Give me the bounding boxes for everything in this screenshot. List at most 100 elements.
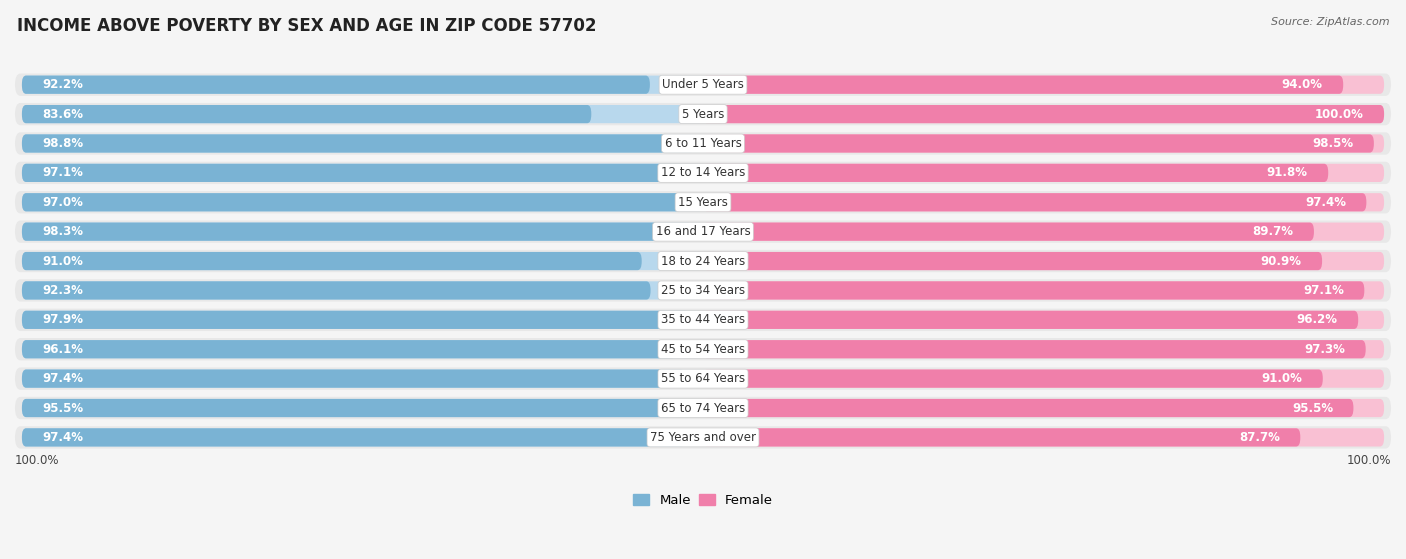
FancyBboxPatch shape (703, 252, 1322, 270)
FancyBboxPatch shape (22, 164, 703, 182)
FancyBboxPatch shape (22, 369, 685, 388)
Text: 98.5%: 98.5% (1312, 137, 1354, 150)
Text: 98.8%: 98.8% (42, 137, 83, 150)
FancyBboxPatch shape (22, 428, 703, 447)
Text: 94.0%: 94.0% (1282, 78, 1323, 91)
FancyBboxPatch shape (22, 164, 683, 182)
Text: 97.4%: 97.4% (42, 372, 83, 385)
FancyBboxPatch shape (703, 399, 1354, 417)
FancyBboxPatch shape (22, 222, 703, 241)
Text: 97.1%: 97.1% (1303, 284, 1344, 297)
FancyBboxPatch shape (15, 397, 1391, 419)
FancyBboxPatch shape (22, 252, 641, 270)
Text: 96.1%: 96.1% (42, 343, 83, 356)
FancyBboxPatch shape (22, 193, 682, 211)
Text: 5 Years: 5 Years (682, 107, 724, 121)
FancyBboxPatch shape (703, 340, 1365, 358)
Text: 97.4%: 97.4% (1305, 196, 1346, 209)
FancyBboxPatch shape (703, 311, 1358, 329)
Text: 92.2%: 92.2% (42, 78, 83, 91)
FancyBboxPatch shape (22, 193, 703, 211)
Text: 97.9%: 97.9% (42, 314, 83, 326)
FancyBboxPatch shape (22, 399, 672, 417)
FancyBboxPatch shape (703, 369, 1384, 388)
Text: 95.5%: 95.5% (1292, 401, 1333, 415)
Text: 90.9%: 90.9% (1261, 254, 1302, 268)
FancyBboxPatch shape (22, 281, 651, 300)
Text: Source: ZipAtlas.com: Source: ZipAtlas.com (1271, 17, 1389, 27)
FancyBboxPatch shape (703, 222, 1384, 241)
Text: 65 to 74 Years: 65 to 74 Years (661, 401, 745, 415)
FancyBboxPatch shape (703, 281, 1384, 300)
Text: 100.0%: 100.0% (1315, 107, 1364, 121)
FancyBboxPatch shape (15, 132, 1391, 155)
FancyBboxPatch shape (703, 193, 1384, 211)
FancyBboxPatch shape (22, 399, 703, 417)
Text: 97.4%: 97.4% (42, 431, 83, 444)
Legend: Male, Female: Male, Female (627, 489, 779, 512)
FancyBboxPatch shape (703, 105, 1384, 123)
FancyBboxPatch shape (22, 134, 703, 153)
Text: 96.2%: 96.2% (1296, 314, 1337, 326)
FancyBboxPatch shape (22, 311, 703, 329)
FancyBboxPatch shape (703, 75, 1343, 94)
FancyBboxPatch shape (703, 105, 1384, 123)
Text: 35 to 44 Years: 35 to 44 Years (661, 314, 745, 326)
Text: 98.3%: 98.3% (42, 225, 83, 238)
FancyBboxPatch shape (22, 75, 703, 94)
Text: 91.8%: 91.8% (1267, 167, 1308, 179)
Text: 97.3%: 97.3% (1305, 343, 1346, 356)
Text: 92.3%: 92.3% (42, 284, 83, 297)
Text: 100.0%: 100.0% (15, 454, 59, 467)
Text: 91.0%: 91.0% (1261, 372, 1302, 385)
Text: 45 to 54 Years: 45 to 54 Years (661, 343, 745, 356)
FancyBboxPatch shape (703, 75, 1384, 94)
FancyBboxPatch shape (22, 222, 692, 241)
FancyBboxPatch shape (15, 220, 1391, 243)
FancyBboxPatch shape (703, 281, 1364, 300)
FancyBboxPatch shape (22, 311, 689, 329)
FancyBboxPatch shape (15, 74, 1391, 96)
FancyBboxPatch shape (703, 369, 1323, 388)
FancyBboxPatch shape (703, 193, 1367, 211)
FancyBboxPatch shape (22, 105, 703, 123)
FancyBboxPatch shape (703, 252, 1384, 270)
FancyBboxPatch shape (22, 75, 650, 94)
FancyBboxPatch shape (22, 340, 676, 358)
FancyBboxPatch shape (703, 340, 1384, 358)
Text: 83.6%: 83.6% (42, 107, 83, 121)
FancyBboxPatch shape (703, 164, 1329, 182)
FancyBboxPatch shape (22, 369, 703, 388)
Text: 91.0%: 91.0% (42, 254, 83, 268)
Text: 95.5%: 95.5% (42, 401, 83, 415)
Text: 97.1%: 97.1% (42, 167, 83, 179)
FancyBboxPatch shape (15, 280, 1391, 302)
FancyBboxPatch shape (703, 134, 1384, 153)
FancyBboxPatch shape (703, 399, 1384, 417)
FancyBboxPatch shape (15, 426, 1391, 448)
FancyBboxPatch shape (703, 222, 1315, 241)
Text: 15 Years: 15 Years (678, 196, 728, 209)
Text: 100.0%: 100.0% (1347, 454, 1391, 467)
FancyBboxPatch shape (703, 134, 1374, 153)
Text: 87.7%: 87.7% (1239, 431, 1279, 444)
FancyBboxPatch shape (22, 134, 695, 153)
FancyBboxPatch shape (15, 162, 1391, 184)
FancyBboxPatch shape (703, 164, 1384, 182)
FancyBboxPatch shape (703, 311, 1384, 329)
Text: 55 to 64 Years: 55 to 64 Years (661, 372, 745, 385)
Text: 97.0%: 97.0% (42, 196, 83, 209)
Text: 18 to 24 Years: 18 to 24 Years (661, 254, 745, 268)
FancyBboxPatch shape (15, 309, 1391, 331)
Text: Under 5 Years: Under 5 Years (662, 78, 744, 91)
Text: 16 and 17 Years: 16 and 17 Years (655, 225, 751, 238)
Text: 12 to 14 Years: 12 to 14 Years (661, 167, 745, 179)
Text: 75 Years and over: 75 Years and over (650, 431, 756, 444)
FancyBboxPatch shape (703, 428, 1384, 447)
FancyBboxPatch shape (22, 105, 592, 123)
Text: 6 to 11 Years: 6 to 11 Years (665, 137, 741, 150)
FancyBboxPatch shape (15, 250, 1391, 272)
Text: INCOME ABOVE POVERTY BY SEX AND AGE IN ZIP CODE 57702: INCOME ABOVE POVERTY BY SEX AND AGE IN Z… (17, 17, 596, 35)
Text: 25 to 34 Years: 25 to 34 Years (661, 284, 745, 297)
FancyBboxPatch shape (15, 338, 1391, 361)
